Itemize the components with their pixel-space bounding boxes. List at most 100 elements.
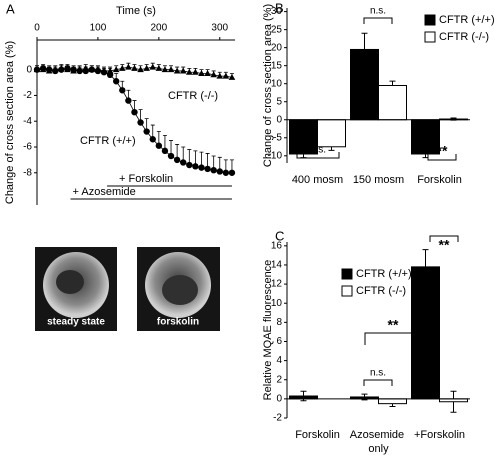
panel-label: A	[6, 1, 15, 16]
marker	[39, 66, 47, 73]
micrograph: steady state	[35, 247, 117, 331]
bar	[378, 398, 407, 405]
y-tick-label: 5	[276, 96, 282, 107]
marker	[112, 66, 120, 73]
marker	[216, 168, 223, 175]
legend-label: CFTR (-/-)	[356, 285, 406, 297]
y-tick-label: 0	[26, 64, 32, 75]
significance-bracket	[296, 152, 340, 159]
marker	[131, 64, 138, 71]
marker	[125, 97, 132, 104]
x-tick-label: +Forskolin	[414, 429, 465, 441]
significance-label: **	[437, 143, 448, 159]
y-tick-label: 20	[271, 42, 283, 53]
marker	[88, 66, 96, 73]
marker	[210, 71, 217, 78]
marker	[33, 66, 41, 73]
bar	[378, 85, 407, 121]
panel-label: B	[275, 0, 284, 15]
marker	[204, 165, 211, 173]
y-tick-label: 30	[271, 6, 283, 17]
marker	[58, 64, 65, 71]
marker	[173, 67, 181, 74]
bar	[411, 119, 440, 155]
marker	[210, 166, 217, 174]
marker	[222, 72, 230, 79]
treatment-label: + Forskolin	[119, 173, 173, 185]
marker	[228, 169, 236, 176]
marker	[82, 64, 90, 71]
marker	[180, 159, 187, 166]
marker	[161, 66, 169, 73]
marker	[192, 68, 199, 75]
significance-label: **	[388, 317, 399, 333]
significance-bracket	[364, 332, 430, 345]
y-tick-label: 25	[271, 24, 283, 35]
x-tick-label: 150 mosm	[353, 174, 404, 186]
y-tick-label: -5	[273, 132, 282, 143]
x-tick-label: 0	[34, 23, 40, 34]
y-axis-label: Change of cross section area (%)	[262, 4, 274, 167]
marker	[155, 142, 163, 149]
y-tick-label: 12	[271, 279, 283, 290]
marker	[204, 70, 211, 77]
significance-bracket	[363, 17, 393, 24]
marker	[216, 72, 224, 79]
marker	[149, 136, 156, 143]
y-tick-label: 6	[276, 336, 282, 347]
marker	[167, 66, 175, 73]
marker	[131, 108, 138, 116]
y-tick-label: 16	[271, 240, 283, 251]
marker	[155, 64, 163, 71]
marker	[198, 164, 205, 171]
significance-label: n.s.	[370, 6, 386, 17]
marker	[143, 64, 150, 71]
y-tick-label: -10	[268, 150, 283, 161]
marker	[198, 70, 205, 77]
significance-bracket	[363, 379, 393, 386]
marker	[173, 156, 181, 164]
significance-bracket	[429, 235, 459, 242]
y-tick-label: 4	[276, 355, 282, 366]
marker	[137, 66, 144, 73]
marker	[64, 66, 71, 73]
y-tick-label: -4	[23, 116, 32, 127]
y-tick-label: 10	[271, 298, 283, 309]
marker	[143, 128, 150, 135]
y-tick-label: 0	[276, 394, 282, 405]
marker	[186, 68, 193, 75]
marker	[186, 161, 193, 169]
y-tick-label: -2	[273, 413, 282, 424]
x-tick-label: 200	[151, 23, 168, 34]
marker	[113, 78, 120, 85]
x-tick-label: 100	[90, 23, 107, 34]
series-line	[36, 67, 232, 174]
marker	[94, 66, 102, 73]
marker	[149, 63, 157, 70]
marker	[119, 87, 126, 94]
marker	[106, 67, 114, 74]
image-caption: forskolin	[157, 317, 199, 328]
y-tick-label: -8	[23, 167, 32, 178]
marker	[51, 66, 59, 73]
y-tick-label: 10	[271, 78, 283, 89]
significance-bracket	[427, 154, 457, 161]
y-tick-label: 2	[276, 374, 282, 385]
micrograph: forskolin	[137, 247, 220, 331]
y-tick-label: 14	[271, 260, 283, 271]
x-axis-label: Time (s)	[116, 5, 156, 17]
marker	[179, 67, 187, 74]
significance-label: **	[439, 237, 450, 253]
marker	[137, 119, 144, 126]
legend-swatch	[424, 14, 436, 26]
y-tick-label: 8	[276, 317, 282, 328]
bar	[350, 48, 379, 121]
bar	[317, 119, 346, 148]
treatment-label: + Azosemide	[73, 186, 136, 198]
x-tick-label: Azosemide only	[350, 429, 407, 455]
series-label: CFTR (-/-)	[168, 90, 218, 102]
significance-label: n.s.	[370, 368, 386, 379]
legend-label: CFTR (+/+)	[356, 268, 412, 280]
x-tick-label: Forskolin	[295, 429, 340, 441]
